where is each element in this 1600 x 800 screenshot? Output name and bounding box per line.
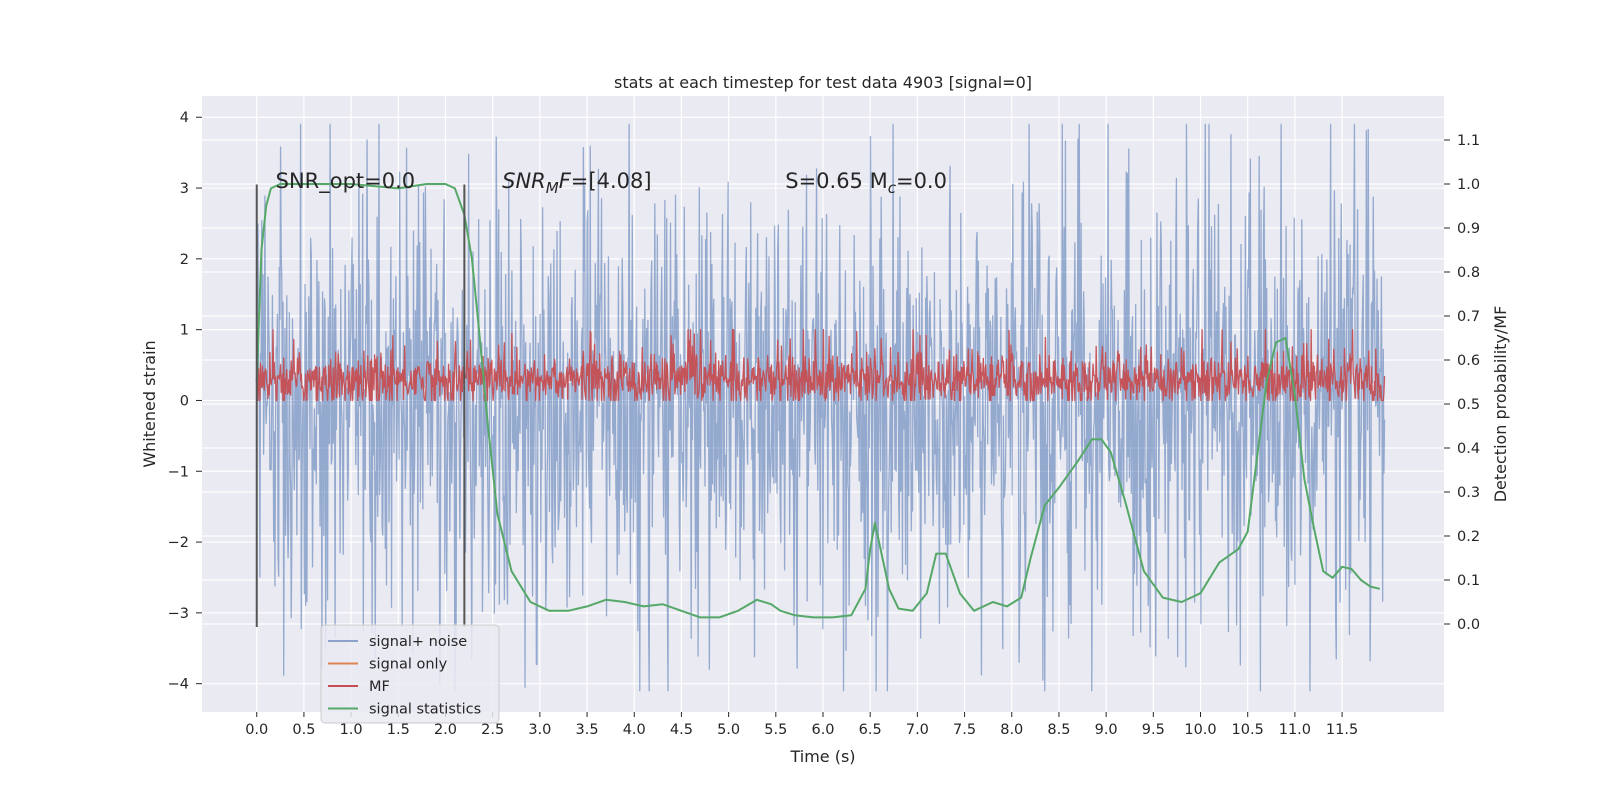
x-tick-label: 4.0 [623, 722, 646, 738]
y-right-tick-label: 0.3 [1457, 485, 1480, 501]
series-line-mf [256, 329, 1386, 402]
y-left-tick-label: 2 [180, 252, 189, 268]
legend-label: signal statistics [369, 702, 481, 718]
vline-layer [255, 184, 466, 628]
x-tick-label: 0.0 [245, 722, 268, 738]
x-tick-label: 1.5 [387, 722, 410, 738]
x-tick-label: 3.5 [576, 722, 599, 738]
x-tick-label: 5.5 [764, 722, 787, 738]
y-left-tick-label: 3 [180, 181, 189, 197]
x-ticks: 0.0 0.5 1.0 1.5 2.0 2.5 3.0 3.5 4.0 4.5 5.0 5.5 6.0 6… [245, 712, 1358, 738]
x-tick-label: 4.5 [670, 722, 693, 738]
series-layer [255, 123, 1386, 692]
x-tick-label: 8.0 [1000, 722, 1023, 738]
annotation-2: SNRMF=[4.08] [502, 169, 651, 197]
y-right-tick-label: 1.1 [1457, 133, 1480, 149]
legend-label: MF [369, 679, 390, 695]
y-axis-right-label: Detection probability/MF [1491, 306, 1510, 503]
series-line-signal-noise [256, 123, 1386, 692]
x-tick-label: 8.5 [1047, 722, 1070, 738]
y-left-tick-label: −1 [168, 464, 189, 480]
legend: signal+ noise signal only MF signal statist… [320, 624, 500, 724]
y-right-tick-label: 1.0 [1457, 177, 1480, 193]
x-tick-label: 5.0 [717, 722, 740, 738]
x-tick-label: 11.5 [1326, 722, 1358, 738]
x-tick-label: 3.0 [528, 722, 551, 738]
series-line-signal-statistics [255, 183, 1381, 619]
y-left-ticks: −4 −3 −2 −1 0 1 2 3 4 [168, 110, 202, 693]
x-tick-label: 11.0 [1279, 722, 1311, 738]
y-left-tick-label: −2 [168, 535, 189, 551]
y-right-tick-label: 0.5 [1457, 397, 1480, 413]
x-tick-label: 6.5 [859, 722, 882, 738]
y-right-tick-label: 0.2 [1457, 529, 1480, 545]
y-right-tick-label: 0.9 [1457, 221, 1480, 237]
y-right-tick-label: 0.1 [1457, 573, 1480, 589]
y-left-tick-label: 1 [180, 323, 189, 339]
legend-label: signal only [369, 657, 448, 673]
y-right-tick-label: 0.6 [1457, 353, 1480, 369]
y-axis-left-label: Whitened strain [140, 340, 159, 467]
legend-box [320, 624, 500, 724]
annotations: SNR_opt=0.0 SNRMF=[4.08] S=0.65 Mc=0.0 [276, 169, 947, 197]
x-tick-label: 1.0 [340, 722, 363, 738]
chart-title: stats at each timestep for test data 490… [614, 73, 1032, 92]
y-right-tick-label: 0.8 [1457, 265, 1480, 281]
annotation-1: SNR_opt=0.0 [276, 169, 416, 194]
x-tick-label: 0.5 [292, 722, 315, 738]
x-tick-label: 10.0 [1184, 722, 1216, 738]
x-tick-label: 9.0 [1095, 722, 1118, 738]
y-right-tick-label: 0.4 [1457, 441, 1480, 457]
y-right-tick-label: 0.0 [1457, 617, 1480, 633]
y-right-ticks: 0.0 0.1 0.2 0.3 0.4 0.5 0.6 0.7 0.8 0.9 1.0 1.1 [1444, 133, 1480, 633]
y-left-tick-label: −3 [168, 606, 189, 622]
x-tick-label: 7.5 [953, 722, 976, 738]
y-left-tick-label: −4 [168, 677, 189, 693]
annotation-3: S=0.65 Mc=0.0 [785, 169, 947, 197]
x-tick-label: 9.5 [1142, 722, 1165, 738]
y-left-tick-label: 0 [180, 393, 189, 409]
legend-label: signal+ noise [369, 634, 467, 650]
x-tick-label: 7.0 [906, 722, 929, 738]
x-tick-label: 2.0 [434, 722, 457, 738]
x-tick-label: 10.5 [1232, 722, 1264, 738]
x-axis-label: Time (s) [789, 747, 855, 766]
x-tick-label: 6.0 [811, 722, 834, 738]
x-tick-label: 2.5 [481, 722, 504, 738]
y-left-tick-label: 4 [180, 110, 189, 126]
y-right-tick-label: 0.7 [1457, 309, 1480, 325]
